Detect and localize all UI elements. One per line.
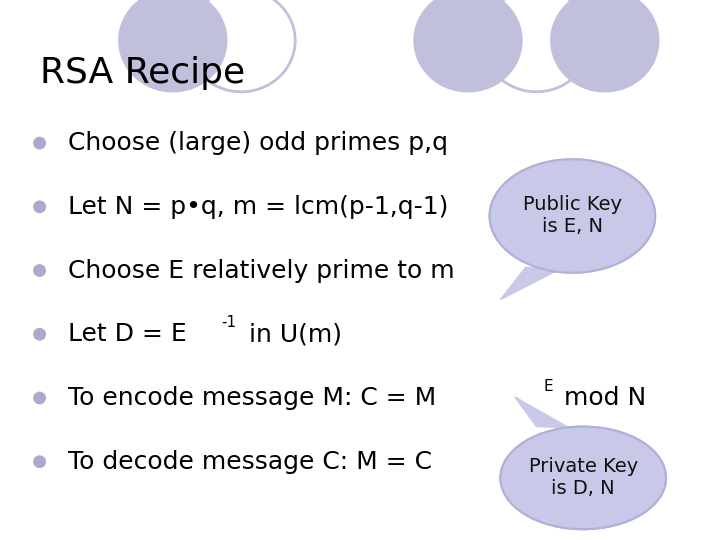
Text: Choose (large) odd primes p,q: Choose (large) odd primes p,q [68,131,449,155]
Ellipse shape [34,392,45,403]
Text: Let D = E: Let D = E [68,322,187,346]
Ellipse shape [490,159,655,273]
Text: Choose E relatively prime to m: Choose E relatively prime to m [68,259,455,282]
Polygon shape [500,267,558,300]
Text: mod N: mod N [553,450,644,474]
Text: To decode message C: M = C: To decode message C: M = C [68,450,433,474]
Ellipse shape [34,456,45,467]
Text: -1: -1 [222,315,237,330]
Text: Let N = p•q, m = lcm(p-1,q-1): Let N = p•q, m = lcm(p-1,q-1) [68,195,449,219]
Ellipse shape [414,0,522,92]
Text: in U(m): in U(m) [241,322,342,346]
Polygon shape [515,397,569,428]
Ellipse shape [551,0,659,92]
Ellipse shape [500,427,666,529]
Ellipse shape [500,427,666,529]
Text: Public Key
is E, N: Public Key is E, N [523,195,622,237]
Text: D: D [538,442,550,457]
Text: Private Key
is D, N: Private Key is D, N [528,457,638,498]
Ellipse shape [119,0,227,92]
Ellipse shape [490,159,655,273]
Text: mod N: mod N [556,386,647,410]
Ellipse shape [34,265,45,276]
Text: E: E [544,379,553,394]
Text: To encode message M: C = M: To encode message M: C = M [68,386,436,410]
Ellipse shape [34,328,45,340]
Ellipse shape [34,137,45,149]
Ellipse shape [34,201,45,212]
Text: RSA Recipe: RSA Recipe [40,56,245,90]
